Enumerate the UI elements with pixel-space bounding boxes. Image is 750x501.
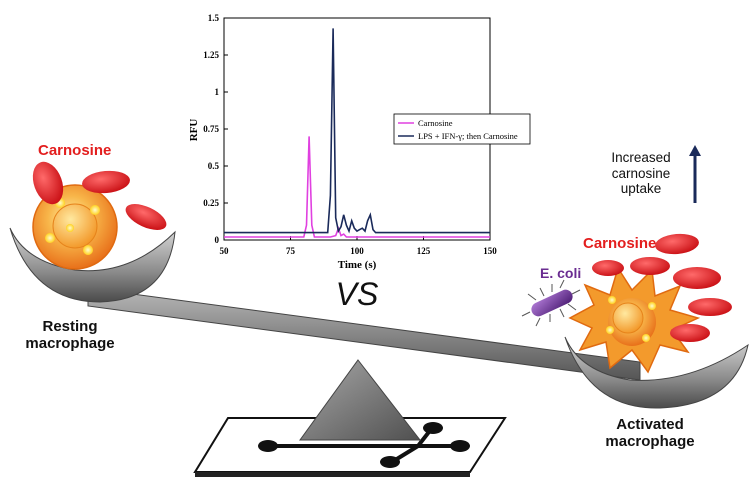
microfluidic-chip-icon — [193, 417, 507, 477]
y-axis-label: RFU — [188, 119, 200, 142]
series-line-lps — [224, 28, 490, 234]
carnosine-molecules-left — [32, 161, 167, 230]
y-tick-label: 0 — [215, 235, 220, 245]
x-axis-label: Time (s) — [338, 259, 377, 271]
up-arrow-icon — [689, 145, 701, 203]
chromatogram-chart: 50 75 100 125 150 0 0.25 0.5 0.75 1 1.25 1.5 Time (… — [188, 13, 531, 271]
resting-macrophage-label: Resting macrophage — [25, 318, 115, 353]
x-tick-label: 50 — [220, 246, 230, 256]
chart-legend: Carnosine LPS + IFN-γ; then Carnosine — [393, 113, 531, 145]
legend-label-carnosine: Carnosine — [418, 118, 453, 128]
y-tick-label: 0.75 — [203, 124, 219, 134]
x-tick-label: 100 — [350, 246, 364, 256]
y-tick-label: 1 — [215, 87, 220, 97]
right-carnosine-label: Carnosine — [583, 235, 657, 252]
increased-uptake-label: Increased carnosine uptake — [611, 150, 671, 197]
activated-macrophage-cell — [568, 266, 701, 374]
carnosine-molecules-right — [592, 233, 732, 342]
left-carnosine-label: Carnosine — [38, 142, 112, 159]
ecoli-icon — [521, 279, 581, 327]
y-tick-label: 1.5 — [208, 13, 220, 23]
y-tick-label: 0.5 — [208, 161, 220, 171]
x-tick-label: 150 — [483, 246, 497, 256]
series-line-carnosine — [224, 136, 490, 238]
y-tick-label: 1.25 — [203, 50, 219, 60]
x-tick-label: 75 — [286, 246, 296, 256]
legend-label-lps: LPS + IFN-γ; then Carnosine — [418, 131, 518, 141]
y-tick-label: 0.25 — [203, 198, 219, 208]
x-tick-label: 125 — [417, 246, 431, 256]
ecoli-label: E. coli — [540, 265, 582, 281]
vs-label: VS — [335, 276, 379, 312]
activated-macrophage-label: Activated macrophage — [605, 416, 695, 451]
scale-icon — [9, 227, 749, 441]
resting-macrophage-cell — [32, 184, 118, 270]
